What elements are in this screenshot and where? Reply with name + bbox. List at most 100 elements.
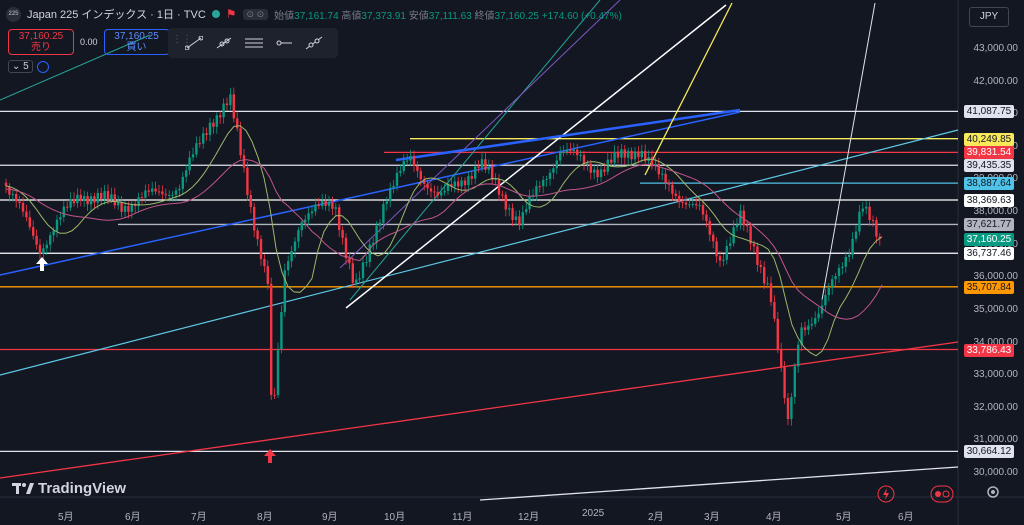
record-icon[interactable] xyxy=(930,485,954,508)
candle-body xyxy=(11,193,14,195)
drawing-toolbar: ⋮⋮ xyxy=(168,28,338,58)
candle-body xyxy=(42,248,45,254)
candle-body xyxy=(684,202,688,205)
candle-body xyxy=(304,219,307,223)
price-level-label[interactable]: 38,887.64 xyxy=(964,177,1014,191)
price-level-label[interactable]: 39,435.35 xyxy=(964,159,1014,173)
candle-body xyxy=(616,151,620,158)
candle-body xyxy=(480,159,484,168)
candle-body xyxy=(695,203,698,206)
candle-body xyxy=(671,184,674,194)
lightning-icon[interactable] xyxy=(877,485,895,508)
indicator-legend: ⌄ 5 xyxy=(8,60,49,73)
price-level-label[interactable]: 30,664.12 xyxy=(964,445,1014,459)
candle-body xyxy=(725,246,728,260)
candle-body xyxy=(307,213,310,220)
moving-average-long xyxy=(5,159,883,320)
candle-body xyxy=(242,155,246,168)
parallel-channel-tool-icon[interactable] xyxy=(240,32,268,54)
candle-body xyxy=(205,133,208,135)
candle-body xyxy=(300,222,303,231)
candle-body xyxy=(803,327,807,330)
candle-body xyxy=(385,201,388,204)
candle-body xyxy=(508,208,511,210)
candle-body xyxy=(565,149,569,152)
candle-body xyxy=(837,267,841,277)
candle-body xyxy=(412,155,416,166)
price-level-label[interactable]: 37,621.77 xyxy=(964,218,1014,232)
candle-body xyxy=(130,203,133,212)
candle-body xyxy=(491,166,494,180)
trend-line-10 xyxy=(821,2,876,301)
high-value: 37,373.91 xyxy=(361,10,406,22)
horizontal-ray-tool-icon[interactable] xyxy=(270,32,298,54)
sell-button[interactable]: 37,160.25 売り xyxy=(8,29,74,55)
candle-body xyxy=(698,205,701,207)
candle-body xyxy=(229,94,232,106)
candle-body xyxy=(851,238,854,255)
drag-handle-icon[interactable]: ⋮⋮ xyxy=(172,34,192,45)
candle-body xyxy=(701,205,705,215)
currency-selector[interactable]: JPY xyxy=(969,7,1009,27)
price-level-label[interactable]: 36,737.46 xyxy=(964,247,1014,261)
extended-line-tool-icon[interactable] xyxy=(300,32,328,54)
candle-body xyxy=(287,261,290,271)
price-level-label[interactable]: 40,249.85 xyxy=(964,132,1014,146)
candle-body xyxy=(365,262,368,264)
settings-gear-icon[interactable] xyxy=(986,485,1000,504)
buy-button[interactable]: 37,160.25 買い xyxy=(103,29,170,55)
candle-body xyxy=(807,325,810,330)
candle-body xyxy=(644,150,647,162)
price-level-label[interactable]: 39,831.54 xyxy=(964,146,1014,160)
candle-body xyxy=(786,398,790,419)
candle-body xyxy=(854,231,858,239)
tradingview-logo[interactable]: TradingView xyxy=(12,480,126,497)
symbol-title[interactable]: Japan 225 インデックス · 1日 · TVC xyxy=(27,9,206,21)
candle-body xyxy=(487,166,490,170)
price-level-label[interactable]: 41,087.75 xyxy=(964,105,1014,119)
candle-body xyxy=(389,187,392,202)
candle-body xyxy=(15,193,18,202)
candle-body xyxy=(814,318,817,324)
candle-body xyxy=(739,210,742,225)
flag-icon[interactable]: ⚑ xyxy=(225,7,237,21)
time-tick: 8月 xyxy=(257,512,273,523)
time-tick: 2月 xyxy=(648,512,664,523)
candle-body xyxy=(185,170,188,177)
candle-body xyxy=(423,179,426,184)
tradingview-logo-icon xyxy=(12,482,34,494)
candle-body xyxy=(871,219,875,221)
candle-body xyxy=(317,204,320,206)
candle-body xyxy=(610,159,613,163)
price-tick: 43,000.00 xyxy=(973,43,1019,54)
trend-line-4 xyxy=(345,4,727,309)
candle-body xyxy=(667,183,671,185)
candle-body xyxy=(453,181,456,187)
candle-body xyxy=(215,115,218,127)
candle-body xyxy=(195,143,198,155)
trend-line-0 xyxy=(0,111,741,276)
candle-body xyxy=(334,207,337,209)
candle-body xyxy=(841,266,844,268)
candle-body xyxy=(603,169,606,172)
price-level-label[interactable]: 35,707.84 xyxy=(964,280,1014,294)
candle-body xyxy=(848,254,851,257)
spread-value: 0.00 xyxy=(80,37,98,47)
price-level-label[interactable]: 38,369.63 xyxy=(964,194,1014,208)
indicator-icon[interactable] xyxy=(36,60,49,73)
candle-body xyxy=(341,229,344,238)
price-tick: 33,000.00 xyxy=(973,369,1019,381)
candle-body xyxy=(545,178,548,180)
price-level-label[interactable]: 37,160.25 xyxy=(964,233,1014,247)
price-level-label[interactable]: 33,786.43 xyxy=(964,343,1014,357)
eye-toggle-icon[interactable]: ⊙ ⊙ xyxy=(242,8,269,20)
ray-tool-icon[interactable] xyxy=(210,32,238,54)
candle-body xyxy=(824,295,827,306)
candle-body xyxy=(593,169,596,173)
indicator-collapse-button[interactable]: ⌄ 5 xyxy=(8,60,33,73)
trend-line-tool-icon[interactable] xyxy=(180,32,208,54)
price-tick: 36,000.00 xyxy=(973,271,1019,283)
trend-line-7 xyxy=(0,34,151,101)
close-value: 37,160.25 xyxy=(494,10,540,22)
